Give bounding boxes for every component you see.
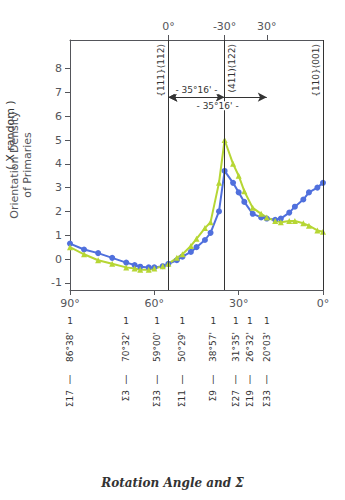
svg-text:|: | <box>68 374 71 384</box>
svg-text:4: 4 <box>55 157 62 170</box>
svg-text:|: | <box>125 374 128 384</box>
svg-text:{110}⟨001⟩: {110}⟨001⟩ <box>311 44 321 97</box>
svg-text:|: | <box>248 374 251 384</box>
svg-text:1: 1 <box>247 316 253 326</box>
svg-text:Σ3: Σ3 <box>121 390 131 401</box>
svg-text:70°32': 70°32' <box>121 332 131 362</box>
svg-text:Σ33: Σ33 <box>262 390 272 407</box>
svg-text:-1: -1 <box>51 276 62 289</box>
svg-text:|: | <box>181 374 184 384</box>
svg-text:1: 1 <box>210 316 216 326</box>
svg-text:5: 5 <box>55 134 62 147</box>
svg-text:Σ17: Σ17 <box>65 390 75 407</box>
svg-text:(411)⟨122⟩: (411)⟨122⟩ <box>227 44 237 92</box>
svg-text:90°: 90° <box>60 297 80 310</box>
svg-text:1: 1 <box>154 316 160 326</box>
svg-text:6: 6 <box>55 110 62 123</box>
svg-text:1: 1 <box>55 229 62 242</box>
svg-text:1: 1 <box>180 316 186 326</box>
svg-text:Σ27: Σ27 <box>231 390 241 407</box>
svg-text:Σ11: Σ11 <box>177 390 187 407</box>
svg-text:-30°: -30° <box>213 20 236 33</box>
svg-text:Σ9: Σ9 <box>208 390 218 402</box>
svg-text:31°35': 31°35' <box>231 332 241 362</box>
svg-text:86°38': 86°38' <box>65 332 75 362</box>
svg-text:50°29': 50°29' <box>177 332 187 362</box>
svg-text:30°: 30° <box>257 20 277 33</box>
svg-text:1: 1 <box>123 316 129 326</box>
svg-text:0°: 0° <box>317 297 330 310</box>
svg-text:- 35°16' -: - 35°16' - <box>175 85 217 95</box>
svg-text:Σ19: Σ19 <box>245 390 255 407</box>
svg-text:38°57': 38°57' <box>208 332 218 362</box>
svg-text:30°: 30° <box>229 297 249 310</box>
svg-text:Σ33: Σ33 <box>152 390 162 407</box>
svg-text:|: | <box>265 374 268 384</box>
svg-text:- 35°16' -: - 35°16' - <box>197 101 239 111</box>
svg-text:26°32': 26°32' <box>245 332 255 362</box>
svg-text:0: 0 <box>55 253 62 266</box>
svg-text:7: 7 <box>55 86 62 99</box>
svg-text:|: | <box>212 374 215 384</box>
svg-text:of Primaries: of Primaries <box>21 132 34 198</box>
svg-text:{111}⟨112⟩: {111}⟨112⟩ <box>156 44 166 97</box>
svg-text:Rotation Angle and Σ: Rotation Angle and Σ <box>100 476 244 490</box>
svg-text:1: 1 <box>233 316 239 326</box>
svg-text:20°03': 20°03' <box>262 332 272 362</box>
svg-text:3: 3 <box>55 181 62 194</box>
svg-text:0°: 0° <box>162 20 175 33</box>
svg-text:|: | <box>234 374 237 384</box>
svg-text:Orientation Density: Orientation Density <box>8 111 21 219</box>
svg-text:60°: 60° <box>145 297 165 310</box>
svg-text:|: | <box>156 374 159 384</box>
svg-text:8: 8 <box>55 62 62 75</box>
svg-text:1: 1 <box>67 316 73 326</box>
svg-text:59°00': 59°00' <box>152 332 162 362</box>
svg-text:1: 1 <box>264 316 270 326</box>
svg-text:2: 2 <box>55 205 62 218</box>
